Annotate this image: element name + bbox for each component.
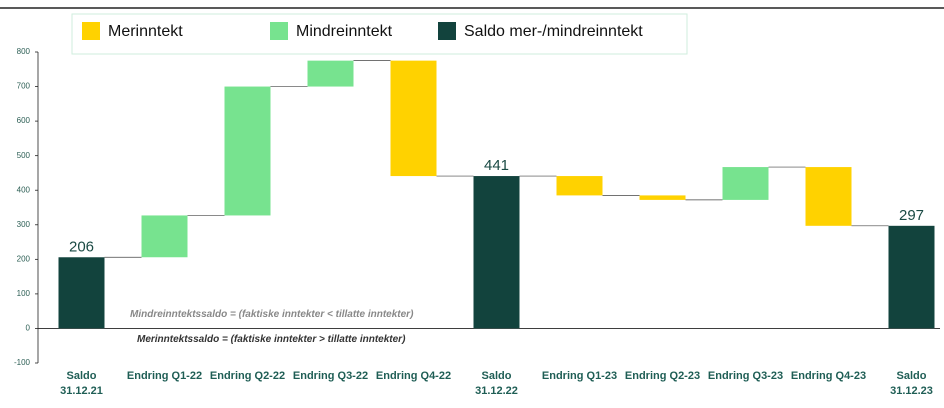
annotation: Merinntektssaldo = (faktiske inntekter >… [137,334,406,345]
y-tick-label: 100 [17,289,31,298]
bar [805,167,852,226]
y-tick-label: 600 [17,116,31,125]
y-tick-label: 500 [17,151,31,160]
legend-box [71,13,688,55]
x-tick-label: Endring Q1-23 [541,370,618,382]
y-tick-label: 400 [17,185,31,194]
x-tick-label: Endring Q2-22 [209,370,286,382]
y-tick-label: -100 [14,358,31,367]
legend-label: Saldo mer-/mindreinntekt [464,23,643,40]
y-tick-label: 300 [17,220,31,229]
y-tick-label: 200 [17,254,31,263]
x-tick-label: Saldo 31.12.22 [475,370,518,397]
x-tick-label: Endring Q4-22 [375,370,452,382]
annotation: Mindreinntektssaldo = (faktiske inntekte… [130,309,414,320]
y-tick-label: 700 [17,82,31,91]
bar [141,215,188,258]
bar [888,225,935,329]
x-tick-label: Saldo 31.12.23 [890,370,933,397]
x-tick-label: Endring Q2-23 [624,370,701,382]
legend-swatch [82,22,100,40]
bar [556,176,603,196]
x-tick-label: Endring Q3-22 [292,370,369,382]
bar [390,60,437,177]
x-tick-label: Endring Q1-22 [126,370,203,382]
bar [722,167,769,200]
data-label: 297 [899,207,924,224]
data-label: 441 [484,157,509,174]
bar [224,86,271,216]
legend-label: Mindreinntekt [296,23,393,40]
bar [307,60,354,87]
y-tick-label: 0 [26,324,31,333]
y-tick-label: 800 [17,47,31,56]
legend-swatch [270,22,288,40]
x-tick-label: Endring Q3-23 [707,370,784,382]
bar [639,195,686,200]
legend-swatch [438,22,456,40]
bar [58,257,105,329]
legend-label: Merinntekt [108,23,183,40]
x-tick-label: Saldo 31.12.21 [60,370,103,397]
bar [473,176,520,329]
x-tick-label: Endring Q4-23 [790,370,867,382]
data-label: 206 [69,238,94,255]
